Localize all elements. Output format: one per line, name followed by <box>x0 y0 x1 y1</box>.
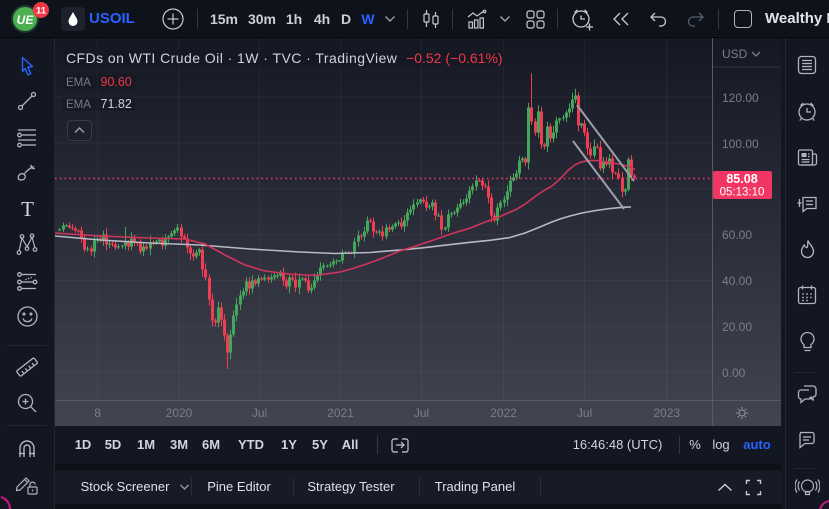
svg-text:Jul: Jul <box>414 406 429 420</box>
svg-text:USD: USD <box>722 47 748 61</box>
svg-text:60.00: 60.00 <box>722 228 752 242</box>
svg-text:2022: 2022 <box>490 406 517 420</box>
svg-text:2020: 2020 <box>166 406 193 420</box>
svg-text:Jul: Jul <box>577 406 592 420</box>
svg-text:UE: UE <box>17 13 35 27</box>
svg-text:40.00: 40.00 <box>722 274 752 288</box>
svg-text:05:13:10: 05:13:10 <box>720 187 765 199</box>
svg-text:20.00: 20.00 <box>722 320 752 334</box>
svg-text:120.00: 120.00 <box>722 91 759 105</box>
svg-text:100.00: 100.00 <box>722 137 759 151</box>
svg-text:Jul: Jul <box>252 406 267 420</box>
svg-text:2023: 2023 <box>653 406 680 420</box>
svg-text:0.00: 0.00 <box>722 366 746 380</box>
svg-text:85.08: 85.08 <box>726 172 757 186</box>
svg-text:11: 11 <box>36 6 47 17</box>
svg-text:8: 8 <box>94 406 101 420</box>
svg-text:2021: 2021 <box>327 406 354 420</box>
